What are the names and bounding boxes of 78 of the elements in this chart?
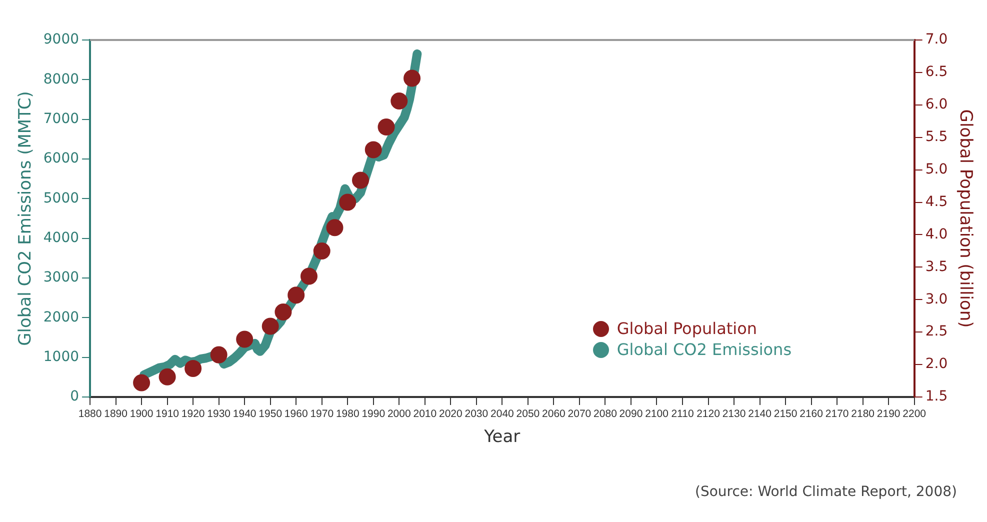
- point: [133, 374, 150, 392]
- point: [210, 346, 228, 364]
- x-tick-label: 2010: [413, 408, 437, 420]
- x-tick-label: 1920: [181, 408, 205, 420]
- y2-tick-label: 7.0: [925, 32, 948, 48]
- x-tick-label: 2120: [696, 408, 720, 420]
- x-tick-label: 2040: [490, 408, 514, 420]
- point: [339, 194, 356, 211]
- x-tick-label: 2160: [800, 408, 824, 420]
- point: [326, 219, 344, 236]
- x-tick-label: 1900: [130, 408, 154, 420]
- point: [262, 318, 279, 335]
- text: (Source: World Climate Report, 2008): [694, 484, 957, 500]
- point: [158, 368, 176, 386]
- y2-tick-label: 2.5: [925, 324, 948, 340]
- x-tick-label: 2170: [825, 408, 849, 420]
- point: [378, 118, 395, 136]
- point: [236, 330, 254, 348]
- y2-tick-label: 5.5: [925, 129, 948, 146]
- x-tick-label: 2070: [568, 408, 592, 420]
- y2-tick-label: 6.0: [925, 96, 948, 113]
- x-tick-label: 2180: [851, 408, 875, 420]
- x-tick-label: 1930: [207, 408, 231, 420]
- x-tick-label: 2000: [387, 408, 411, 420]
- legend-label: Global CO2 Emissions: [616, 340, 792, 359]
- x-axis-title: Year: [483, 427, 520, 448]
- y2-tick-label: 6.5: [925, 64, 948, 80]
- x-tick-label: 2080: [594, 408, 618, 420]
- point: [288, 286, 305, 304]
- x-tick-label: 1980: [336, 408, 360, 420]
- x-tick-label: 2130: [722, 408, 746, 420]
- x-tick-label: 2050: [516, 408, 540, 420]
- point: [404, 70, 421, 87]
- y-tick-label: 5000: [43, 190, 80, 206]
- y2-tick-label: 1.5: [925, 388, 948, 405]
- y2-tick-label: 3.5: [925, 258, 948, 275]
- x-tick-label: 2060: [542, 408, 566, 420]
- x-tick-label: 1960: [284, 408, 308, 420]
- x-tick-label: 1970: [310, 408, 334, 420]
- y2-tick-label: 2.0: [925, 356, 948, 372]
- x-tick-label: 1990: [362, 408, 386, 420]
- y-tick-label: 4000: [43, 230, 80, 246]
- x-tick-label: 1880: [78, 408, 102, 420]
- x-tick-label: 1910: [156, 408, 180, 420]
- y-tick-label: 9000: [43, 32, 80, 48]
- y2-axis-title: Global Population (billion): [955, 109, 976, 328]
- x-tick-label: 2190: [876, 408, 900, 420]
- point: [274, 303, 292, 320]
- legend-label: Global Population: [616, 319, 758, 338]
- x-tick-label: 1940: [232, 408, 256, 420]
- y2-tick-label: 4.0: [925, 226, 948, 242]
- x-tick-label: 2200: [902, 408, 926, 420]
- point: [184, 360, 202, 377]
- y-tick-label: 6000: [43, 150, 80, 167]
- point: [352, 172, 370, 189]
- y-axis-title: Global CO2 Emissions (MMTC): [16, 91, 36, 346]
- x-tick-label: 2090: [619, 408, 643, 420]
- x-tick-label: 2140: [748, 408, 772, 420]
- point: [364, 141, 382, 158]
- x-tick-label: 2110: [671, 408, 694, 420]
- x-tick-label: 2100: [645, 408, 669, 420]
- point: [300, 268, 318, 285]
- x-tick-label: 1950: [258, 408, 282, 420]
- point: [313, 242, 330, 260]
- x-tick-label: 2020: [438, 408, 462, 420]
- y-tick-label: 7000: [43, 110, 80, 127]
- y-tick-label: 8000: [43, 71, 80, 88]
- y-tick-label: 2000: [43, 309, 80, 326]
- y2-tick-label: 3.0: [925, 291, 948, 308]
- x-tick-label: 1890: [104, 408, 128, 420]
- y-tick-label: 1000: [43, 348, 80, 365]
- y-tick-label: 3000: [43, 270, 80, 286]
- point: [390, 92, 408, 110]
- x-tick-label: 2030: [464, 408, 488, 420]
- x-tick-label: 2150: [774, 408, 798, 420]
- y2-tick-label: 5.0: [925, 161, 948, 178]
- y2-tick-label: 4.5: [925, 194, 948, 210]
- y-tick-label: 0: [70, 388, 80, 405]
